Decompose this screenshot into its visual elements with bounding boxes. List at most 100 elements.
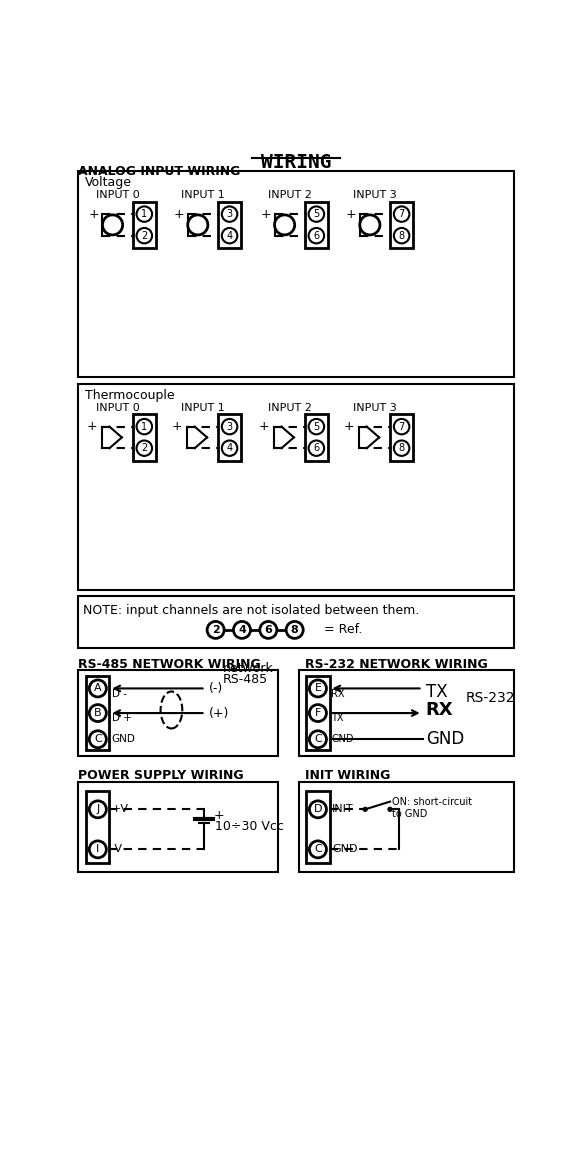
- Text: GND: GND: [332, 845, 357, 855]
- Bar: [79, 596, 514, 648]
- Bar: [299, 781, 514, 872]
- Bar: [79, 781, 279, 872]
- Circle shape: [309, 440, 324, 456]
- Circle shape: [394, 440, 409, 456]
- Circle shape: [388, 808, 392, 811]
- Bar: [299, 670, 514, 756]
- Text: +: +: [258, 421, 269, 433]
- Text: 1: 1: [141, 422, 147, 432]
- Text: +: +: [89, 208, 99, 221]
- Text: D +: D +: [112, 714, 132, 724]
- Text: C: C: [314, 734, 322, 745]
- Text: ON: short-circuit
to GND: ON: short-circuit to GND: [391, 797, 472, 818]
- Text: 6: 6: [264, 625, 272, 635]
- Text: +: +: [87, 421, 97, 433]
- Text: +: +: [214, 809, 225, 822]
- Circle shape: [207, 622, 224, 639]
- Text: POWER SUPPLY WIRING: POWER SUPPLY WIRING: [79, 770, 244, 782]
- Text: I: I: [96, 845, 99, 855]
- Circle shape: [89, 731, 106, 748]
- Text: +V: +V: [112, 804, 129, 815]
- Text: RS-485: RS-485: [223, 672, 268, 686]
- Text: 2: 2: [141, 444, 147, 453]
- Circle shape: [89, 704, 106, 722]
- Text: RS-232 NETWORK WIRING: RS-232 NETWORK WIRING: [305, 657, 487, 671]
- Text: C: C: [94, 734, 102, 745]
- Text: J: J: [96, 804, 99, 815]
- Text: 3: 3: [227, 422, 232, 432]
- Text: 5: 5: [313, 422, 320, 432]
- Circle shape: [136, 419, 152, 434]
- Text: RS-232: RS-232: [465, 691, 514, 704]
- Bar: [218, 202, 241, 248]
- Text: 6: 6: [313, 444, 320, 453]
- Bar: [79, 171, 514, 377]
- Text: INPUT 2: INPUT 2: [268, 403, 312, 412]
- Text: 3: 3: [227, 209, 232, 219]
- Text: GND: GND: [112, 734, 136, 745]
- Circle shape: [394, 207, 409, 222]
- Circle shape: [136, 207, 152, 222]
- Circle shape: [234, 622, 250, 639]
- Text: 2: 2: [141, 231, 147, 240]
- Circle shape: [394, 419, 409, 434]
- Circle shape: [89, 801, 106, 818]
- Bar: [79, 670, 279, 756]
- Circle shape: [275, 215, 295, 234]
- Circle shape: [394, 228, 409, 244]
- Circle shape: [363, 808, 367, 811]
- Text: INPUT 0: INPUT 0: [95, 403, 139, 412]
- Text: (+): (+): [209, 707, 229, 719]
- Text: Voltage: Voltage: [84, 177, 132, 190]
- Text: B: B: [94, 708, 102, 718]
- Text: = Ref.: = Ref.: [324, 624, 362, 637]
- Text: GND: GND: [425, 731, 464, 748]
- Text: 10÷30 Vcc: 10÷30 Vcc: [215, 819, 284, 833]
- Text: 2: 2: [212, 625, 220, 635]
- Text: D: D: [314, 804, 322, 815]
- Text: ANALOG INPUT WIRING: ANALOG INPUT WIRING: [79, 164, 241, 178]
- Text: RX: RX: [331, 688, 344, 699]
- Circle shape: [188, 215, 208, 234]
- Circle shape: [136, 440, 152, 456]
- Text: E: E: [314, 684, 321, 694]
- Bar: [86, 676, 109, 750]
- Bar: [306, 791, 329, 863]
- Text: INPUT 3: INPUT 3: [353, 191, 397, 200]
- Text: (-): (-): [209, 681, 223, 695]
- Circle shape: [222, 228, 238, 244]
- Text: +: +: [346, 208, 357, 221]
- Bar: [86, 791, 109, 863]
- Circle shape: [89, 841, 106, 858]
- Text: 8: 8: [291, 625, 299, 635]
- Text: F: F: [315, 708, 321, 718]
- Circle shape: [309, 731, 327, 748]
- Text: INIT: INIT: [332, 804, 354, 815]
- Circle shape: [136, 228, 152, 244]
- Text: RS-485 NETWORK WIRING: RS-485 NETWORK WIRING: [79, 657, 261, 671]
- Circle shape: [102, 215, 123, 234]
- Text: network: network: [223, 662, 273, 674]
- Bar: [218, 415, 241, 461]
- Text: 4: 4: [227, 444, 232, 453]
- Circle shape: [309, 704, 327, 722]
- Bar: [79, 384, 514, 589]
- Text: 4: 4: [227, 231, 232, 240]
- Text: +: +: [174, 208, 184, 221]
- Ellipse shape: [161, 692, 182, 728]
- Circle shape: [309, 801, 327, 818]
- Text: 5: 5: [313, 209, 320, 219]
- Circle shape: [222, 440, 238, 456]
- Text: +: +: [261, 208, 272, 221]
- Circle shape: [309, 419, 324, 434]
- Text: 1: 1: [141, 209, 147, 219]
- Text: 8: 8: [399, 231, 405, 240]
- Text: NOTE: input channels are not isolated between them.: NOTE: input channels are not isolated be…: [83, 603, 420, 617]
- Bar: [305, 202, 328, 248]
- Text: TX: TX: [425, 683, 447, 701]
- Bar: [305, 415, 328, 461]
- Text: INPUT 2: INPUT 2: [268, 191, 312, 200]
- Circle shape: [309, 680, 327, 697]
- Text: 7: 7: [398, 209, 405, 219]
- Text: C: C: [314, 845, 322, 855]
